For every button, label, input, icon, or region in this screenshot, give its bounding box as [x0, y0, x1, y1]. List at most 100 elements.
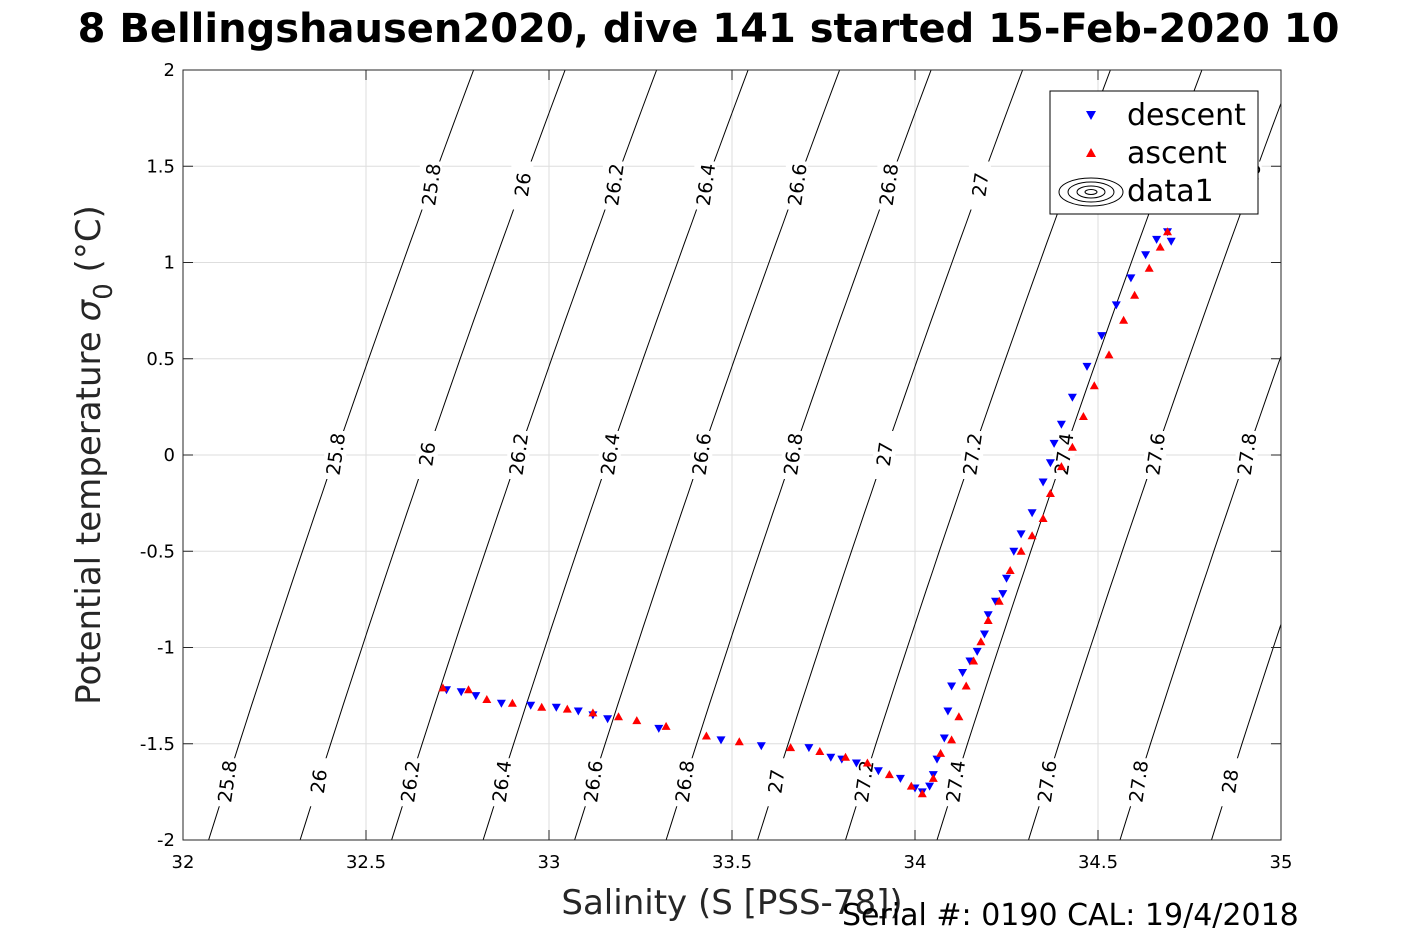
data-series [438, 227, 1176, 798]
y-tick-label: -1.5 [140, 734, 175, 755]
descent-point [756, 742, 766, 751]
ascent-point [1038, 514, 1048, 522]
contour-label-bg [581, 758, 604, 807]
contour-label-bg [398, 758, 421, 807]
x-tick-label: 32 [172, 852, 195, 873]
y-tick-label: -1 [157, 638, 175, 659]
serial-calibration-note: Serial #: 0190 CAL: 19/4/2018 [842, 898, 1299, 933]
ascent-point [928, 773, 938, 782]
legend-descent-marker [1086, 111, 1096, 120]
descent-point [471, 692, 481, 701]
ascent-point [632, 716, 642, 725]
ascent-point [701, 731, 711, 740]
legend-ascent-label: ascent [1127, 136, 1227, 171]
descent-point [1056, 420, 1066, 429]
ascent-point [815, 747, 825, 755]
ascent-point [936, 748, 946, 757]
y-axis-label: Potential temperature σ0 (°C) [69, 205, 119, 705]
ascent-point [1130, 290, 1140, 299]
contour-label: 27 [968, 171, 993, 198]
contour-label-bg [1144, 431, 1167, 479]
x-axis-label: Salinity (S [PSS-78]) [561, 883, 902, 923]
y-axis-label-text: Potential temperature [69, 331, 109, 704]
descent-point [496, 699, 506, 708]
descent-point [873, 767, 883, 776]
descent-point [1045, 459, 1055, 468]
descent-point [983, 611, 993, 620]
ascent-point [1027, 531, 1037, 540]
ascent-point [588, 708, 598, 717]
descent-point [1126, 274, 1136, 283]
x-tick-label: 34 [904, 852, 927, 873]
contour-label-bg [690, 431, 713, 479]
ascent-point [1155, 242, 1165, 251]
descent-point [456, 688, 466, 697]
ascent-point [1045, 489, 1055, 497]
ascent-point [1104, 350, 1114, 359]
descent-point [1067, 393, 1077, 402]
contour-label-bg [415, 431, 438, 479]
y-tick-label: 1 [164, 253, 175, 274]
descent-point [1082, 362, 1092, 371]
contour-label-bg [507, 431, 530, 479]
descent-point [851, 759, 861, 768]
descent-point [654, 724, 664, 733]
descent-point [925, 782, 935, 791]
ascent-point [562, 704, 572, 713]
contour-label: 26 [307, 768, 332, 795]
ascent-point [661, 721, 671, 730]
ascent-point [947, 735, 957, 744]
contour-label-bg [785, 161, 808, 210]
contour-label-bg [781, 431, 804, 479]
contour-label-bg [673, 758, 696, 807]
x-tick-label: 34.5 [1078, 852, 1118, 873]
contour-label-bg [694, 161, 717, 210]
descent-point [1016, 530, 1026, 539]
descent-point [1009, 547, 1019, 556]
descent-point [1002, 574, 1011, 583]
ascent-point [954, 712, 964, 721]
axis-ticks: 32 32.5 33 33.5 34 34.5 35 -2 -1.5 -1 -0.5 0 0.5 1 1.5… [140, 60, 1293, 873]
descent-point [932, 755, 942, 764]
descent-point [526, 701, 536, 710]
ascent-point [841, 752, 850, 761]
legend-box [1049, 90, 1259, 215]
descent-point [947, 682, 957, 691]
contour-label-bg [511, 161, 534, 210]
ascent-point [976, 637, 986, 646]
contour-label-bg [961, 431, 984, 479]
ascent-point [464, 685, 473, 694]
contour-label-bg [324, 431, 347, 479]
descent-point [1097, 332, 1107, 341]
legend-data1-label: data1 [1127, 174, 1214, 209]
descent-point [1152, 235, 1162, 244]
ascent-point [614, 712, 623, 721]
y-axis-label-symbol: σ [69, 298, 109, 321]
descent-point [603, 715, 613, 724]
ascent-point [994, 596, 1004, 605]
series-ascent [438, 227, 1172, 798]
contour-label-bg [1218, 758, 1241, 807]
contour-label: 27 [764, 768, 789, 795]
contour-label: 28 [1218, 768, 1243, 795]
descent-point [1027, 509, 1037, 518]
y-axis-label-sub: 0 [89, 283, 119, 300]
ascent-point [507, 698, 517, 707]
ascent-point [734, 737, 744, 746]
ascent-point [1067, 442, 1077, 451]
ascent-point [961, 681, 971, 690]
contour-label-bg [1235, 431, 1258, 479]
contour-label: 26 [415, 441, 440, 468]
x-tick-label: 35 [1270, 852, 1293, 873]
legend-ascent-marker [1086, 148, 1096, 157]
contour-label-bg [419, 161, 442, 210]
contour-label-bg [944, 758, 967, 807]
ascent-point [1078, 412, 1088, 420]
contour-line-28 [1210, 622, 1281, 840]
contour-label-bg [598, 431, 621, 479]
contour-labels: 25.825.825.826262626.226.226.226.426.426… [214, 161, 1266, 807]
ascent-point [1163, 227, 1172, 236]
contour-label-bg [873, 431, 896, 479]
legend: descent ascent data1 [1049, 90, 1259, 215]
contour-label-bg [968, 161, 991, 210]
